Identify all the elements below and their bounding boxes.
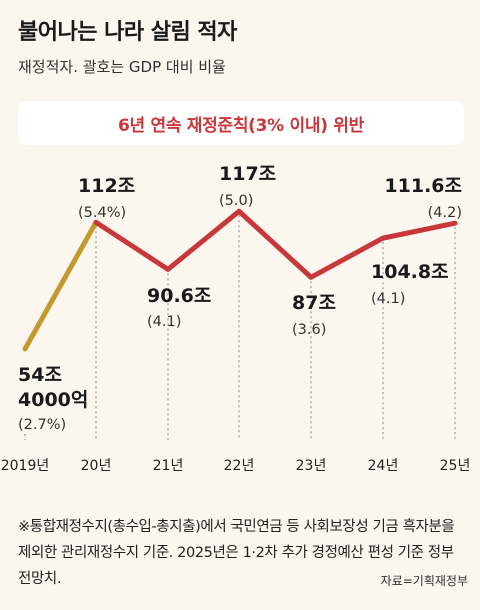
value-label-5: 104.8조 (371, 261, 449, 283)
line-series-2020-2025 (93, 208, 458, 280)
ratio-label-2: (4.1) (147, 314, 181, 330)
value-label-2: 90.6조 (147, 285, 211, 307)
value-label-0-line-1: 4000억 (18, 389, 88, 411)
ratio-label-3: (5.0) (219, 193, 253, 209)
value-label-3: 117조 (219, 163, 276, 185)
line-segment-2019-2020 (22, 219, 99, 352)
ratio-label-6: (4.2) (428, 205, 462, 221)
x-tick-label-5: 24년 (368, 458, 399, 474)
x-tick-label-4: 23년 (296, 458, 327, 474)
ratio-label-1: (5.4%) (78, 205, 126, 221)
value-label-1: 112조 (78, 175, 135, 197)
x-tick-label-1: 20년 (81, 458, 112, 474)
x-tick-label-3: 22년 (224, 458, 255, 474)
fiscal-rule-banner: 6년 연속 재정준칙(3% 이내) 위반 (18, 101, 464, 145)
x-tick-label-2: 21년 (153, 458, 184, 474)
value-label-4: 87조 (292, 292, 336, 314)
x-tick-label-6: 25년 (440, 458, 471, 474)
ratio-label-4: (3.6) (292, 322, 326, 338)
footnote: ※통합재정수지(총수입-총지출)에서 국민연금 등 사회보장성 기금 흑자분을 … (18, 519, 455, 587)
chart-title: 불어나는 나라 살림 적자 (18, 20, 237, 45)
value-label-0-line-0: 54조 (18, 364, 62, 386)
ratio-label-0: (2.7%) (18, 417, 66, 433)
chart-subtitle: 재정적자. 괄호는 GDP 대비 비율 (18, 58, 226, 76)
value-label-6: 111.6조 (384, 175, 462, 197)
x-tick-label-0: 2019년 (1, 458, 50, 474)
ratio-label-5: (4.1) (371, 291, 405, 307)
source-credit: 자료=기획재정부 (380, 574, 468, 588)
